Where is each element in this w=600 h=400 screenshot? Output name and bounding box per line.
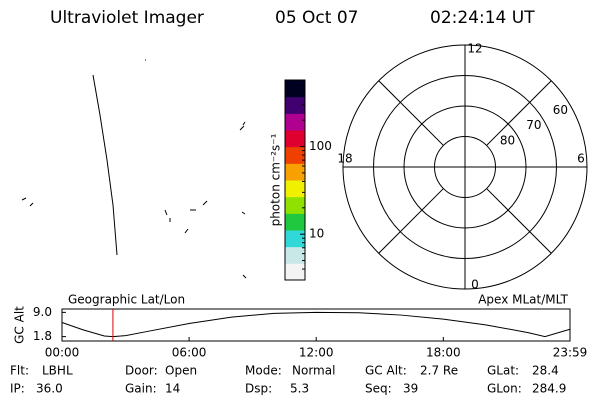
x-tick-label: 12:00 — [299, 346, 334, 360]
orbit-frame — [61, 308, 571, 342]
y-tick-label: 1.8 — [33, 329, 52, 343]
orbit-plot: 1.8 9.0 00:00 06:00 12:00 18:00 23:59 — [33, 305, 587, 360]
polar-ring-label: 80 — [500, 133, 515, 147]
polar-clock-label: 0 — [471, 278, 479, 292]
colorbar-tick-label: 10 — [309, 227, 324, 241]
footer-label: Door: — [125, 364, 158, 378]
date: 05 Oct 07 — [275, 8, 358, 28]
polar-clock-label: 12 — [467, 42, 482, 56]
colorbar-segment — [285, 213, 305, 231]
colorbar-segment — [285, 180, 305, 198]
polar-diagonal — [486, 188, 552, 254]
colorbar-segment — [285, 130, 305, 148]
footer-label: Gain: — [125, 382, 157, 396]
polar-clock-label: 18 — [337, 152, 352, 166]
colorbar-segment — [285, 196, 305, 214]
title: Ultraviolet Imager — [50, 8, 204, 28]
y-axis-label: GC Alt — [13, 306, 27, 344]
footer-label: Seq: — [365, 382, 392, 396]
footer-label: Flt: — [10, 364, 29, 378]
colorbar-label: photon cm⁻²s⁻¹ — [269, 133, 283, 226]
colorbar: 10 100 — [284, 79, 332, 281]
orbit-right-label: Apex MLat/MLT — [478, 293, 568, 307]
footer-value: Open — [165, 364, 197, 378]
footer-value: 28.4 — [532, 364, 559, 378]
colorbar-tick-label: 100 — [309, 139, 332, 153]
footer-value: 2.7 Re — [420, 364, 458, 378]
polar-ring-label: 60 — [553, 103, 568, 117]
limb-line — [92, 74, 118, 256]
footer-label: GC Alt: — [365, 364, 407, 378]
footer: Flt: LBHL Door: Open Mode: Normal GC Alt: 2.7 R… — [10, 364, 566, 396]
polar-diagonal — [378, 188, 444, 254]
footer-value: 284.9 — [532, 382, 566, 396]
colorbar-segment — [285, 163, 305, 181]
footer-value: 14 — [165, 382, 180, 396]
colorbar-segment — [285, 146, 305, 164]
orbit-altitude-line — [61, 311, 571, 338]
x-tick-label: 23:59 — [553, 346, 588, 360]
polar-diagonal — [378, 80, 444, 146]
colorbar-segment — [285, 96, 305, 114]
footer-label: IP: — [10, 382, 25, 396]
footer-label: GLat: — [487, 364, 519, 378]
footer-value: 5.3 — [290, 382, 309, 396]
y-tick-label: 9.0 — [33, 305, 52, 319]
footer-label: Dsp: — [245, 382, 272, 396]
footer-value: Normal — [292, 364, 335, 378]
x-tick-label: 00:00 — [45, 346, 80, 360]
colorbar-segment — [285, 80, 305, 98]
orbit-left-label: Geographic Lat/Lon — [68, 293, 185, 307]
footer-value: 39 — [403, 382, 418, 396]
image-fragments — [21, 59, 247, 279]
footer-label: Mode: — [245, 364, 282, 378]
footer-value: 36.0 — [36, 382, 63, 396]
polar-ring-label: 70 — [526, 118, 541, 132]
x-tick-label: 18:00 — [426, 346, 461, 360]
colorbar-segment — [285, 263, 305, 281]
x-tick-label: 06:00 — [172, 346, 207, 360]
colorbar-segment — [285, 113, 305, 131]
footer-value: LBHL — [42, 364, 73, 378]
time: 02:24:14 UT — [430, 8, 535, 28]
polar-diagonal — [486, 80, 552, 146]
polar-clock-label: 6 — [577, 152, 585, 166]
colorbar-segment — [285, 246, 305, 264]
footer-label: GLon: — [487, 382, 522, 396]
image-area — [21, 59, 247, 279]
colorbar-frame — [284, 79, 306, 281]
